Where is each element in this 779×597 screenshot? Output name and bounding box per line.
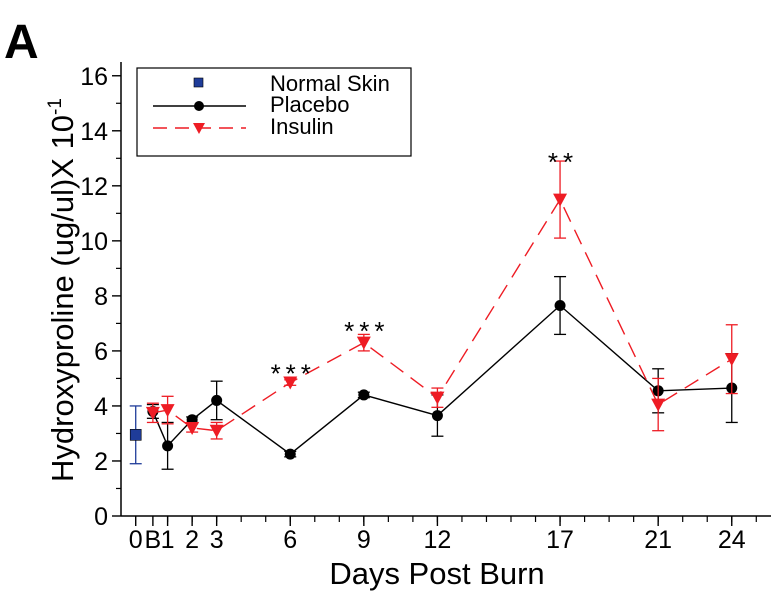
- series-line: [152, 198, 733, 432]
- data-point: [553, 193, 568, 207]
- y-axis-ticks: 0 2 4 6 8 10 12 14 16: [80, 63, 121, 531]
- y-tick-label: 2: [94, 448, 108, 476]
- y-tick-label: 12: [80, 173, 108, 201]
- y-axis-title-superscript: -1: [45, 98, 66, 115]
- x-tick-label: 6: [283, 526, 297, 554]
- data-point: [356, 336, 371, 350]
- data-point: [160, 404, 175, 418]
- y-tick-label: 8: [94, 283, 108, 311]
- legend-item-placebo: Placebo: [153, 92, 350, 117]
- x-axis-title: Days Post Burn: [329, 556, 544, 591]
- y-tick-label: 14: [80, 118, 108, 146]
- series-placebo: [146, 275, 738, 470]
- panel-label: A: [4, 16, 39, 69]
- data-point: [554, 300, 566, 312]
- x-tick-label: 9: [357, 526, 371, 554]
- x-tick-label: 0: [129, 526, 143, 554]
- significance-label: ***: [271, 359, 316, 389]
- legend-triangle-icon: [193, 123, 205, 134]
- x-tick-label: 2: [185, 526, 199, 554]
- series-insulin: [145, 160, 739, 440]
- significance-label: ***: [344, 316, 389, 346]
- y-tick-label: 4: [94, 393, 108, 421]
- y-axis-title-main: Hydroxyproline (ug/ul)X 10: [45, 115, 80, 482]
- series-layer: [129, 160, 739, 470]
- y-tick-label: 10: [80, 228, 108, 256]
- x-tick-label: 17: [546, 526, 574, 554]
- data-point: [145, 406, 160, 420]
- legend: Normal Skin Placebo Insulin: [136, 67, 412, 157]
- x-axis-ticks: 0 B 1 2 3 6 9 12 17 21 24: [129, 516, 757, 554]
- y-axis-title: Hydroxyproline (ug/ul)X 10-1: [45, 98, 80, 482]
- series-line: [152, 304, 732, 455]
- y-tick-label: 6: [94, 338, 108, 366]
- annotation-layer: ********: [271, 147, 578, 389]
- data-point: [431, 410, 443, 422]
- legend-label-placebo: Placebo: [270, 92, 350, 117]
- data-point: [162, 440, 174, 452]
- significance-label: **: [548, 147, 578, 177]
- data-point: [358, 389, 370, 401]
- legend-circle-icon: [194, 101, 204, 111]
- data-point: [209, 424, 224, 438]
- x-tick-label: 3: [210, 526, 224, 554]
- legend-item-normal-skin: Normal Skin: [193, 71, 390, 96]
- data-point: [284, 448, 296, 460]
- legend-box: [136, 67, 412, 157]
- plot-area: [120, 62, 771, 517]
- data-point: [185, 421, 200, 435]
- x-tick-label: 1: [161, 526, 175, 554]
- legend-square-icon: [193, 77, 204, 88]
- x-tick-label: 12: [424, 526, 452, 554]
- data-point: [430, 391, 445, 405]
- series-normal-skin: [129, 405, 142, 465]
- x-tick-label: 24: [718, 526, 746, 554]
- y-tick-label: 16: [80, 63, 108, 91]
- data-point: [211, 394, 223, 406]
- legend-label-insulin: Insulin: [270, 114, 334, 139]
- data-point: [129, 429, 142, 441]
- data-point: [724, 353, 739, 367]
- legend-item-insulin: Insulin: [153, 114, 334, 139]
- x-tick-label: 21: [644, 526, 672, 554]
- data-point: [283, 376, 298, 390]
- y-tick-label: 0: [94, 503, 108, 531]
- data-point: [651, 398, 666, 412]
- legend-label-normal-skin: Normal Skin: [270, 71, 390, 96]
- x-tick-label: B: [145, 526, 162, 554]
